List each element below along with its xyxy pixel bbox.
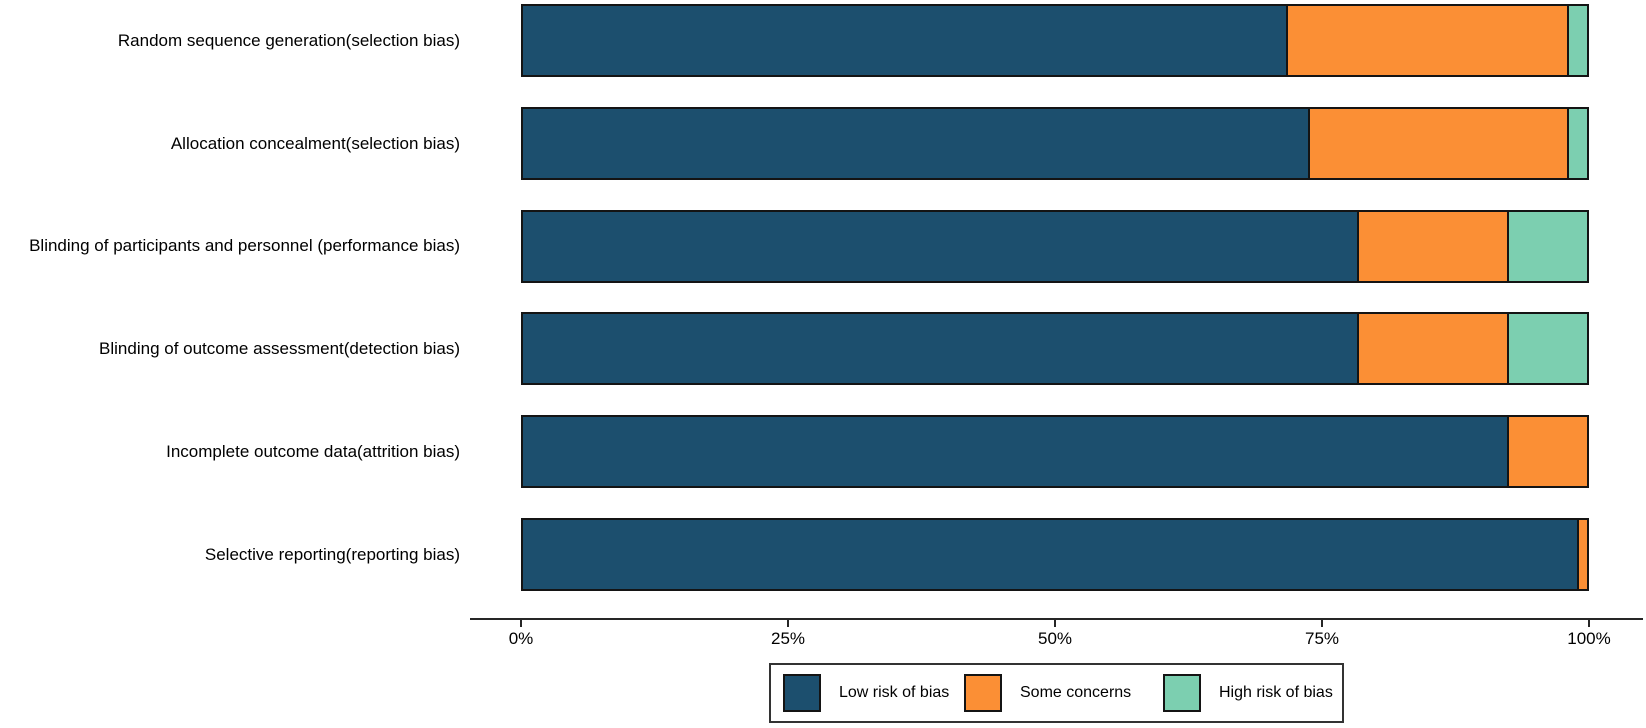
- x-axis-line: [470, 618, 1643, 620]
- legend-label: Low risk of bias: [839, 684, 950, 701]
- bar-segment-some-concerns: [1577, 520, 1587, 589]
- stacked-bar: [521, 209, 1589, 283]
- x-axis-tick-mark: [1321, 618, 1323, 627]
- bar-row: Blinding of outcome assessment(detection…: [0, 312, 1646, 386]
- stacked-bar: [521, 518, 1589, 591]
- bar-row: Blinding of participants and personnel (…: [0, 209, 1646, 283]
- x-axis-tick-label: 25%: [770, 629, 806, 648]
- bar-segment-high-risk-of-bias: [1507, 211, 1587, 281]
- x-axis-tick-label: 0%: [508, 629, 534, 648]
- legend-item-low-risk-of-bias: Low risk of bias: [783, 665, 949, 721]
- x-axis-tick-label: 50%: [1037, 629, 1073, 648]
- bar-segment-some-concerns: [1357, 211, 1508, 281]
- bar-segment-high-risk-of-bias: [1566, 6, 1587, 75]
- bar-row: Allocation concealment(selection bias): [0, 106, 1646, 180]
- bar-row: Selective reporting(reporting bias): [0, 518, 1646, 591]
- bar-segment-some-concerns: [1507, 417, 1587, 487]
- bar-row: Incomplete outcome data(attrition bias): [0, 415, 1646, 489]
- category-label: Blinding of outcome assessment(detection…: [99, 339, 460, 359]
- bar-segment-low-risk-of-bias: [523, 211, 1358, 281]
- x-axis-tick-label: 100%: [1567, 629, 1611, 648]
- bar-segment-high-risk-of-bias: [1507, 314, 1587, 384]
- legend-swatch-some-concerns: [964, 674, 1002, 712]
- stacked-bar: [521, 415, 1589, 489]
- legend-swatch-low-risk-of-bias: [783, 674, 821, 712]
- category-label: Selective reporting(reporting bias): [204, 544, 460, 564]
- bar-segment-low-risk-of-bias: [523, 314, 1358, 384]
- legend-label: Some concerns: [1020, 684, 1132, 701]
- category-label: Allocation concealment(selection bias): [170, 133, 460, 153]
- stacked-bar: [521, 4, 1589, 77]
- legend-item-high-risk-of-bias: High risk of bias: [1163, 665, 1333, 721]
- legend: Low risk of bias Some concerns High risk o…: [769, 663, 1344, 723]
- bar-segment-low-risk-of-bias: [523, 520, 1578, 589]
- bar-segment-some-concerns: [1357, 314, 1508, 384]
- x-axis-tick-label: 75%: [1304, 629, 1340, 648]
- x-axis-tick-mark: [1054, 618, 1056, 627]
- bar-segment-low-risk-of-bias: [523, 417, 1508, 487]
- category-label: Blinding of participants and personnel (…: [29, 236, 460, 256]
- category-label: Random sequence generation(selection bia…: [117, 30, 460, 50]
- stacked-bar: [521, 106, 1589, 180]
- category-label: Incomplete outcome data(attrition bias): [166, 441, 460, 461]
- legend-swatch-high-risk-of-bias: [1163, 674, 1201, 712]
- bar-segment-high-risk-of-bias: [1566, 108, 1587, 178]
- bar-segment-some-concerns: [1308, 108, 1567, 178]
- legend-label: High risk of bias: [1219, 684, 1333, 701]
- stacked-bar: [521, 312, 1589, 386]
- x-axis-tick-mark: [1588, 618, 1590, 627]
- legend-item-some-concerns: Some concerns: [964, 665, 1131, 721]
- bar-segment-low-risk-of-bias: [523, 108, 1309, 178]
- bar-segment-some-concerns: [1285, 6, 1567, 75]
- x-axis-tick-mark: [520, 618, 522, 627]
- bar-segment-low-risk-of-bias: [523, 6, 1286, 75]
- bar-row: Random sequence generation(selection bia…: [0, 4, 1646, 77]
- x-axis-tick-mark: [787, 618, 789, 627]
